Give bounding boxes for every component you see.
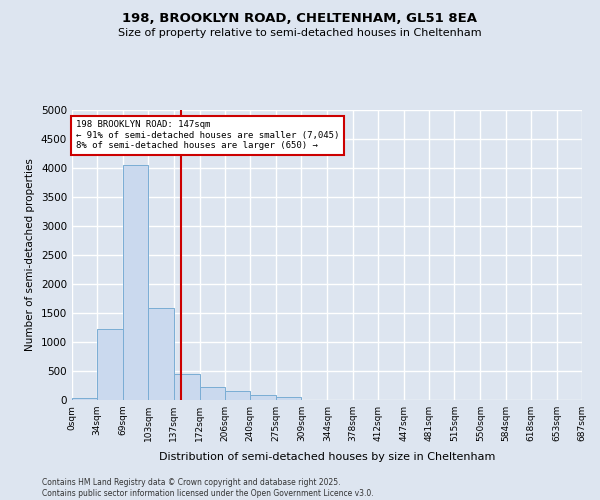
Text: Contains HM Land Registry data © Crown copyright and database right 2025.
Contai: Contains HM Land Registry data © Crown c…	[42, 478, 374, 498]
Y-axis label: Number of semi-detached properties: Number of semi-detached properties	[25, 158, 35, 352]
Text: Distribution of semi-detached houses by size in Cheltenham: Distribution of semi-detached houses by …	[159, 452, 495, 462]
Bar	[123, 165, 148, 400]
Text: Size of property relative to semi-detached houses in Cheltenham: Size of property relative to semi-detach…	[118, 28, 482, 38]
Bar	[72, 398, 97, 400]
Bar	[148, 308, 174, 400]
Bar	[225, 390, 250, 400]
Bar	[174, 374, 200, 400]
Bar	[250, 396, 276, 400]
Bar	[200, 387, 225, 400]
Bar	[276, 397, 301, 400]
Text: 198 BROOKLYN ROAD: 147sqm
← 91% of semi-detached houses are smaller (7,045)
8% o: 198 BROOKLYN ROAD: 147sqm ← 91% of semi-…	[76, 120, 339, 150]
Text: 198, BROOKLYN ROAD, CHELTENHAM, GL51 8EA: 198, BROOKLYN ROAD, CHELTENHAM, GL51 8EA	[122, 12, 478, 26]
Bar	[97, 328, 123, 400]
